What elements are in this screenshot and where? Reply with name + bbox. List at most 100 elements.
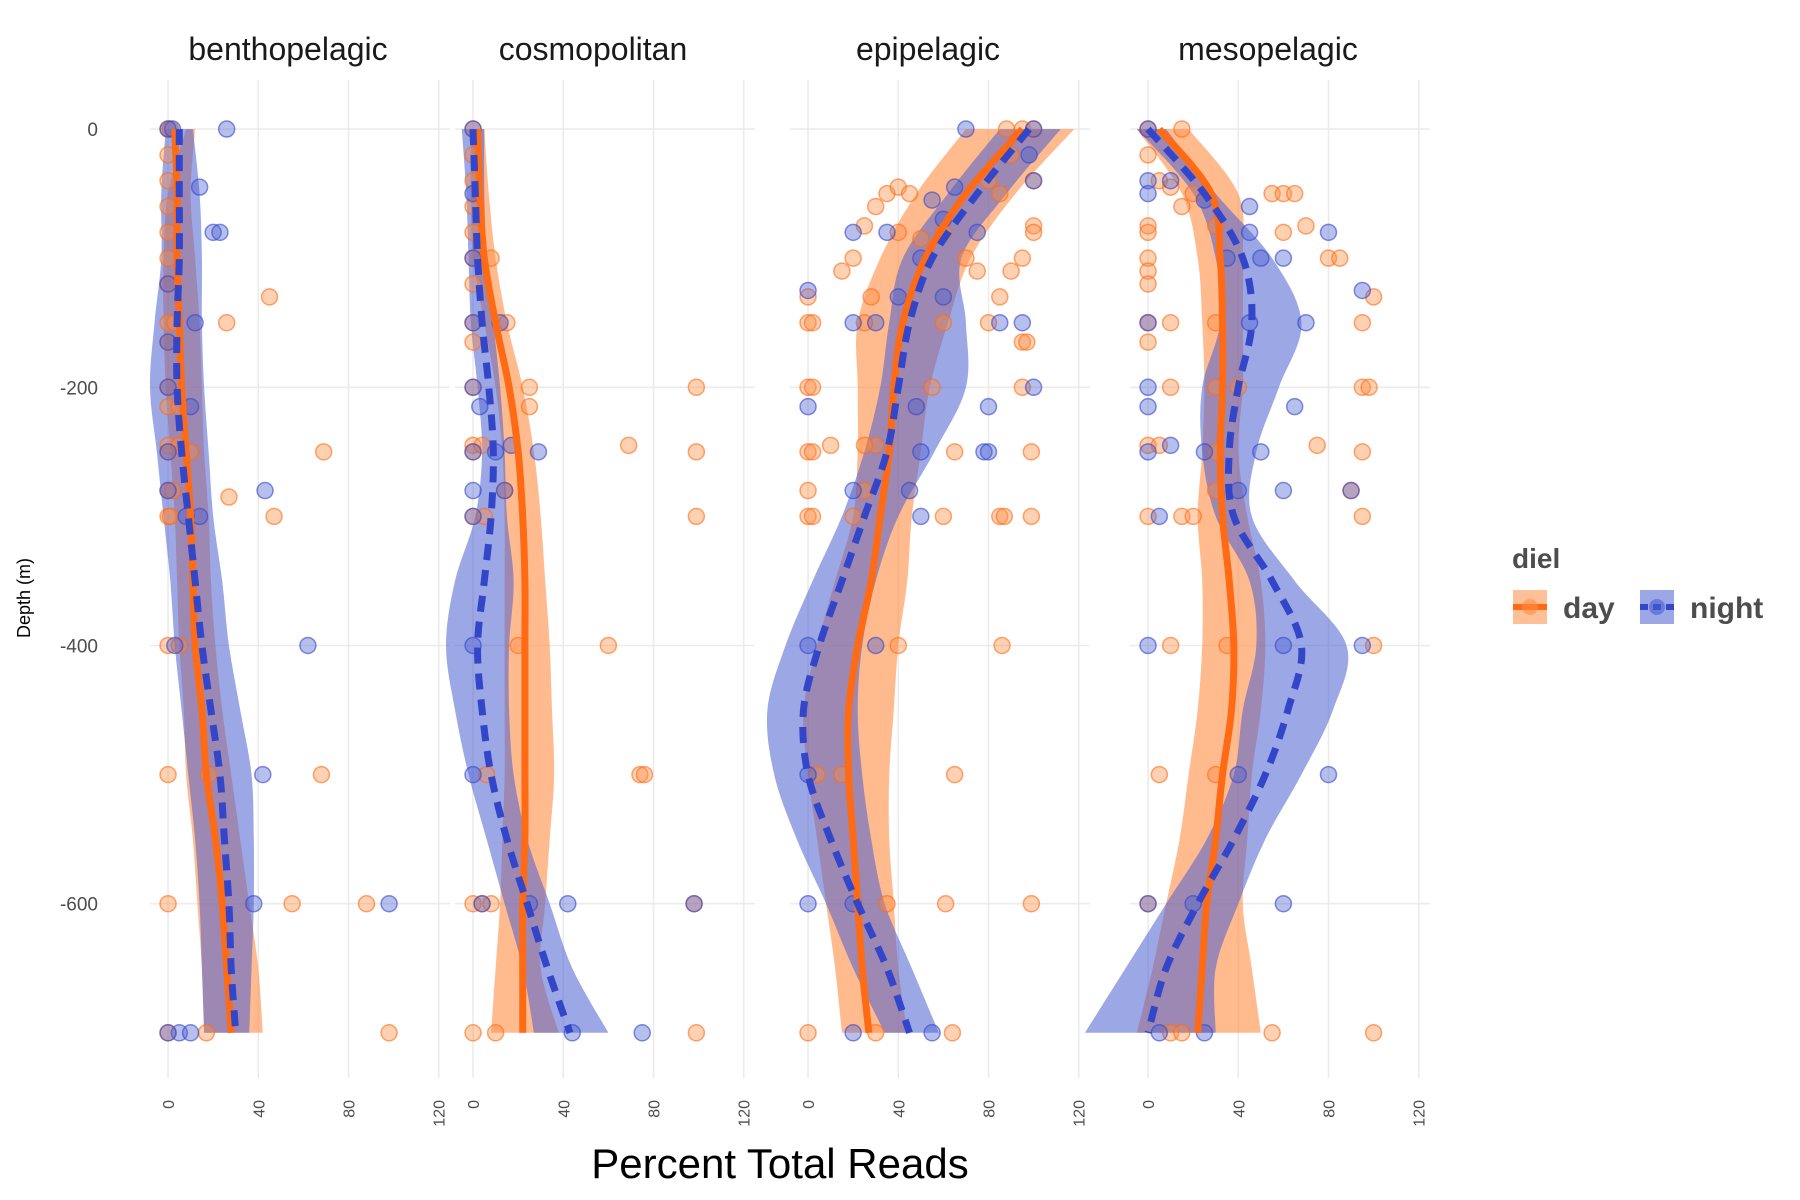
night-point <box>471 397 489 416</box>
day-point <box>486 1024 505 1042</box>
day-fit-line <box>844 126 1025 1034</box>
night-point <box>299 636 317 655</box>
x-tick-label: 80 <box>1321 1100 1338 1118</box>
night-point <box>912 507 930 526</box>
night-point <box>1024 171 1043 190</box>
day-point <box>803 443 822 461</box>
night-point <box>889 288 908 306</box>
day-point <box>934 507 953 526</box>
x-tick-label: 0 <box>1141 1100 1158 1109</box>
facet-title: cosmopolitan <box>499 31 688 67</box>
night-point <box>1024 378 1043 397</box>
day-point <box>220 488 238 506</box>
facet-mesopelagic: mesopelagic 0 40 80 120 <box>1084 31 1430 1127</box>
day-point <box>799 288 817 306</box>
day-point <box>464 333 482 351</box>
y-tick-label: 0 <box>87 120 98 141</box>
day-point <box>1184 507 1202 526</box>
night-point <box>1319 223 1338 242</box>
day-point <box>619 436 638 455</box>
day-confidence-band <box>803 129 1075 1033</box>
day-point <box>1139 262 1157 280</box>
night-point <box>934 288 953 306</box>
night-point <box>1161 171 1180 190</box>
night-point <box>799 894 817 913</box>
x-tick-label: 0 <box>801 1100 818 1109</box>
day-point <box>1173 197 1191 216</box>
night-point <box>878 223 896 242</box>
day-point <box>844 507 862 526</box>
night-point <box>633 1024 651 1042</box>
day-point <box>1308 436 1326 455</box>
legend-label-night: night <box>1690 592 1763 625</box>
x-tick-label: 80 <box>341 1100 358 1118</box>
day-point <box>520 378 539 397</box>
night-point <box>204 223 222 242</box>
day-point <box>482 894 500 913</box>
night-point <box>1240 197 1259 216</box>
night-point <box>1195 443 1214 461</box>
x-tick-label: 40 <box>1231 1100 1248 1118</box>
night-confidence-band <box>1084 129 1349 1033</box>
day-point <box>799 378 817 397</box>
day-point <box>283 894 301 913</box>
day-point <box>599 636 618 655</box>
night-point <box>957 120 975 138</box>
night-point <box>1342 481 1360 500</box>
day-point <box>945 443 964 461</box>
day-point <box>1263 1024 1281 1042</box>
night-point <box>181 1024 200 1042</box>
night-point <box>211 223 229 242</box>
y-tick-label: -200 <box>60 378 98 399</box>
x-tick-label: 80 <box>646 1100 663 1118</box>
night-point <box>190 178 209 196</box>
night-point <box>464 507 482 526</box>
night-point <box>844 313 862 332</box>
x-tick-label: 40 <box>891 1100 908 1118</box>
day-point <box>163 481 182 500</box>
day-point <box>159 197 177 216</box>
night-point <box>923 1024 941 1042</box>
day-point <box>1297 217 1315 235</box>
day-point <box>997 120 1016 138</box>
night-fit-line <box>799 126 1032 1034</box>
night-point <box>159 443 177 461</box>
day-point <box>1161 378 1180 397</box>
day-point <box>1353 378 1372 397</box>
day-point <box>900 184 919 203</box>
night-point <box>685 894 703 913</box>
day-point <box>799 481 817 500</box>
day-point <box>159 765 177 784</box>
night-point <box>945 178 964 196</box>
day-point <box>912 230 930 248</box>
night-point <box>217 120 236 138</box>
night-point <box>866 313 885 332</box>
day-point <box>1002 262 1020 280</box>
night-point <box>907 397 926 416</box>
night-point <box>254 765 272 784</box>
day-point <box>799 313 817 332</box>
day-point <box>808 765 826 784</box>
day-point <box>1173 1024 1191 1042</box>
x-tick-label: 120 <box>737 1100 754 1127</box>
day-point <box>1360 378 1378 397</box>
day-point <box>1285 184 1304 203</box>
day-point <box>687 378 706 397</box>
day-point <box>1013 333 1032 351</box>
night-point <box>1252 443 1270 461</box>
night-point <box>968 223 986 242</box>
day-point <box>1161 313 1180 332</box>
day-point <box>862 288 880 306</box>
night-point <box>159 1024 177 1042</box>
day-point <box>1139 275 1157 293</box>
day-point <box>968 262 986 280</box>
day-point <box>799 507 817 526</box>
y-axis-title: Depth (m) <box>14 558 34 638</box>
night-point <box>866 636 885 655</box>
night-point <box>1353 281 1372 300</box>
night-point <box>1139 184 1157 203</box>
day-point <box>991 507 1009 526</box>
night-point <box>1274 894 1293 913</box>
day-point <box>936 894 955 913</box>
